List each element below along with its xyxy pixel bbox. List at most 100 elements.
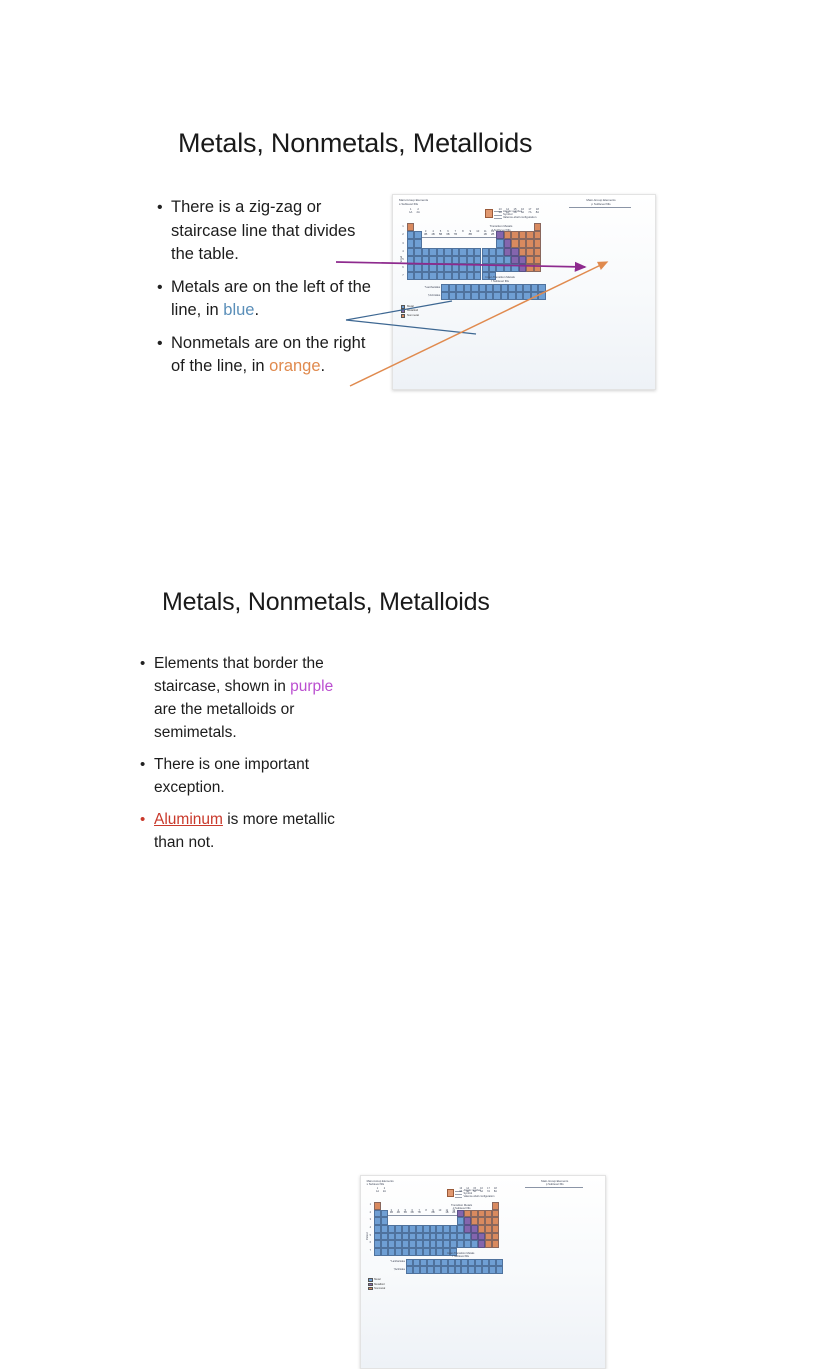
- bullet-marker: •: [140, 756, 146, 773]
- header-inner-transition: Inner-Transition Metals f Sublevel fills: [485, 275, 515, 283]
- element-cell: [533, 264, 542, 273]
- legend: Metal Metalloid Nonmetal: [368, 1278, 385, 1291]
- element-cell: [500, 283, 509, 292]
- group-number: 17 7A: [528, 208, 532, 214]
- element-cell: [414, 247, 422, 256]
- element-cell: [415, 1247, 423, 1256]
- key-leader-line: [494, 217, 502, 219]
- element-cell: [394, 1232, 402, 1241]
- bullet-segment: Elements that border the staircase, show…: [154, 655, 324, 695]
- bullet-text: There is a zig-zag or staircase line tha…: [171, 196, 375, 267]
- element-cell: [526, 247, 534, 256]
- bullet-text: Elements that border the staircase, show…: [154, 652, 345, 744]
- element-cell: [457, 1217, 465, 1225]
- key-label: Atomic number: [503, 209, 522, 213]
- key-sample-element: [485, 209, 493, 218]
- element-cell: [485, 1240, 492, 1248]
- period-number: 6: [402, 266, 404, 270]
- element-cell: [459, 264, 467, 273]
- element-cell: [387, 1224, 395, 1233]
- element-cell: [464, 1240, 472, 1248]
- legend-label: Metal: [374, 1278, 381, 1282]
- legend-swatch: [401, 305, 406, 309]
- element-cell: [478, 1209, 486, 1218]
- legend-swatch: [401, 313, 406, 318]
- slide-2-bullet-list: • Elements that border the staircase, sh…: [140, 652, 345, 863]
- element-cell: [496, 239, 504, 248]
- element-cell: [451, 272, 460, 281]
- group-number: 16 6A: [520, 208, 525, 214]
- group-number: 5 5B: [438, 230, 443, 236]
- element-cell: [461, 1258, 469, 1267]
- element-cell: [451, 247, 460, 256]
- element-cell: [471, 1224, 479, 1233]
- element-cell: [426, 1258, 434, 1267]
- element-cell: [538, 291, 546, 300]
- header-inner-transition: Inner-Transition Metals f Sublevel fills: [447, 1251, 475, 1258]
- list-item: • Elements that border the staircase, sh…: [140, 652, 345, 744]
- bullet-text: Metals are on the left of the line, in b…: [171, 276, 375, 323]
- element-cell: [478, 283, 486, 292]
- bullet-segment: There is one important exception.: [154, 756, 310, 796]
- element-cell: [380, 1209, 388, 1218]
- element-cell: [496, 255, 504, 264]
- group-number: 14 4A: [505, 208, 510, 214]
- group-number: 3 3B: [423, 230, 428, 236]
- element-cell: [474, 247, 482, 256]
- header-main-group-left: Main-Group Elements s Sublevel fills: [366, 1178, 394, 1187]
- element-cell: [436, 1224, 444, 1233]
- element-cell: [456, 291, 464, 300]
- element-cell: [533, 239, 542, 248]
- group-number: 18 8A: [493, 1187, 497, 1193]
- bullet-text: Aluminum is more metallic than not.: [154, 808, 345, 854]
- aluminum-link[interactable]: Aluminum: [154, 811, 223, 828]
- header-transition-metals: Transition Metals d Sublevel fills: [489, 224, 513, 232]
- period-axis-label: Period: [398, 255, 403, 264]
- periodic-table-image-slide-1: Main-Group Elements s Sublevel fills Main…: [392, 194, 656, 390]
- element-cell: [491, 1217, 499, 1225]
- element-cell: [466, 264, 475, 273]
- element-cell: [468, 1266, 476, 1274]
- element-cell: [454, 1266, 462, 1274]
- element-cell: [491, 1202, 499, 1210]
- element-cell: [496, 231, 504, 240]
- legend-label: Metalloid: [374, 1282, 385, 1286]
- element-cell: [387, 1240, 395, 1248]
- element-cell: [414, 255, 422, 264]
- element-cell: [450, 1224, 458, 1233]
- element-cell: [518, 247, 527, 256]
- element-cell: [491, 1209, 499, 1218]
- element-cell: [422, 1240, 430, 1248]
- group-number: 12 2B: [491, 230, 495, 236]
- keyword-orange: orange: [269, 357, 321, 375]
- element-cell: [429, 1240, 437, 1248]
- element-cell: [491, 1232, 499, 1241]
- element-cell: [408, 1240, 416, 1248]
- element-cell: [533, 255, 542, 264]
- element-cell: [429, 272, 437, 281]
- element-cell: [407, 272, 415, 281]
- header-main-group-right: Main-Group Elements p Sublevel fills: [541, 1178, 569, 1187]
- period-number: 4: [402, 249, 404, 253]
- element-cell: [496, 1266, 504, 1274]
- element-cell: [491, 1240, 499, 1248]
- element-cell: [415, 1224, 423, 1233]
- period-number: 3: [369, 1218, 371, 1222]
- element-cell: [511, 255, 519, 264]
- element-cell: [511, 264, 519, 273]
- element-cell: [454, 1258, 462, 1267]
- element-cell: [443, 1240, 451, 1248]
- period-number: 4: [369, 1226, 371, 1230]
- legend-item: Metalloid: [368, 1282, 385, 1287]
- header-rule-right: [569, 207, 631, 208]
- element-cell: [459, 272, 467, 281]
- element-cell: [481, 247, 489, 256]
- legend-label: Nonmetal: [406, 312, 419, 317]
- element-cell: [426, 1266, 434, 1274]
- element-cell: [471, 283, 479, 292]
- group-number: 9 8B: [468, 230, 472, 236]
- element-cell: [530, 291, 539, 300]
- group-number: 11 1B: [483, 230, 487, 236]
- element-cell: [408, 1232, 416, 1241]
- element-cell: [380, 1247, 388, 1256]
